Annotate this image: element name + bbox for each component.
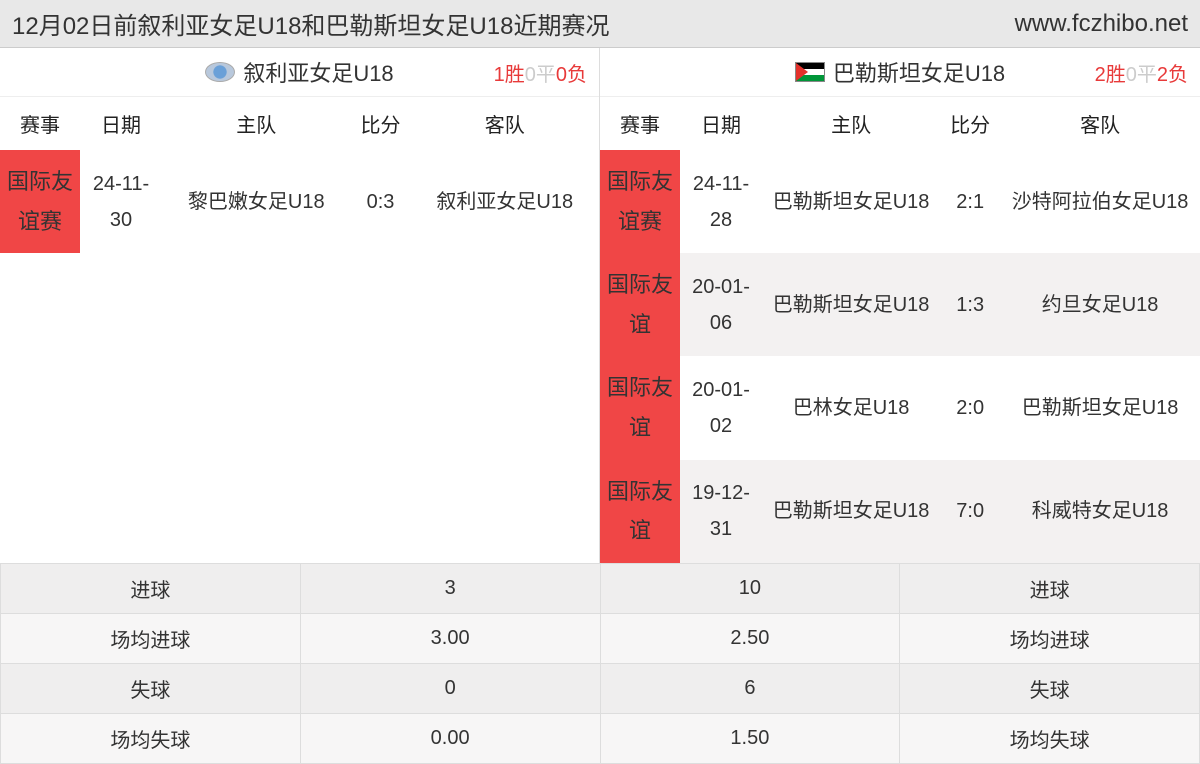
stat-value-left: 3 xyxy=(300,563,600,613)
home-team-cell: 巴勒斯坦女足U18 xyxy=(762,150,940,253)
table-row: 国际友谊赛24-11-30黎巴嫩女足U180:3叙利亚女足U18 xyxy=(0,150,599,253)
right-losses: 2负 xyxy=(1157,64,1188,86)
home-team-cell: 巴林女足U18 xyxy=(762,356,940,459)
table-row: 国际友谊19-12-31巴勒斯坦女足U187:0科威特女足U18 xyxy=(600,460,1200,563)
competition-cell: 国际友谊赛 xyxy=(0,150,80,253)
stat-value-left: 0.00 xyxy=(300,713,600,763)
away-team-cell: 巴勒斯坦女足U18 xyxy=(1000,356,1200,459)
date-cell: 19-12-31 xyxy=(680,460,762,563)
table-row: 国际友谊20-01-02巴林女足U182:0巴勒斯坦女足U18 xyxy=(600,356,1200,459)
stat-value-left: 3.00 xyxy=(300,613,600,663)
left-record: 1胜0平0负 xyxy=(494,58,587,87)
competition-cell: 国际友谊赛 xyxy=(600,150,680,253)
right-draws: 0平 xyxy=(1126,64,1157,86)
col-score: 比分 xyxy=(351,97,411,150)
left-matches-table: 赛事 日期 主队 比分 客队 国际友谊赛24-11-30黎巴嫩女足U180:3叙… xyxy=(0,97,599,253)
stat-label-left: 场均进球 xyxy=(1,613,301,663)
left-panel: 叙利亚女足U18 1胜0平0负 赛事 日期 主队 比分 客队 国际友谊赛24-1… xyxy=(0,48,600,563)
right-record: 2胜0平2负 xyxy=(1095,58,1188,87)
score-cell: 2:1 xyxy=(940,150,1000,253)
right-matches-table: 赛事 日期 主队 比分 客队 国际友谊赛24-11-28巴勒斯坦女足U182:1… xyxy=(600,97,1200,563)
score-cell: 0:3 xyxy=(351,150,411,253)
col-away: 客队 xyxy=(411,97,600,150)
left-draws: 0平 xyxy=(525,64,556,86)
stat-label-right: 场均失球 xyxy=(900,713,1200,763)
stats-row: 场均进球3.002.50场均进球 xyxy=(1,613,1200,663)
right-panel: 巴勒斯坦女足U18 2胜0平2负 赛事 日期 主队 比分 客队 国际友谊赛24-… xyxy=(600,48,1200,563)
left-team-name: 叙利亚女足U18 xyxy=(243,56,393,88)
home-team-cell: 巴勒斯坦女足U18 xyxy=(762,460,940,563)
stat-label-left: 失球 xyxy=(1,663,301,713)
away-team-cell: 科威特女足U18 xyxy=(1000,460,1200,563)
stats-row: 失球06失球 xyxy=(1,663,1200,713)
col-home: 主队 xyxy=(762,97,940,150)
stats-table: 进球310进球场均进球3.002.50场均进球失球06失球场均失球0.001.5… xyxy=(0,563,1200,764)
date-cell: 20-01-06 xyxy=(680,253,762,356)
away-team-cell: 沙特阿拉伯女足U18 xyxy=(1000,150,1200,253)
table-header-row: 赛事 日期 主队 比分 客队 xyxy=(0,97,599,150)
stat-value-right: 1.50 xyxy=(600,713,900,763)
stat-value-right: 6 xyxy=(600,663,900,713)
away-team-cell: 叙利亚女足U18 xyxy=(411,150,600,253)
col-comp: 赛事 xyxy=(600,97,680,150)
stat-label-left: 场均失球 xyxy=(1,713,301,763)
left-losses: 0负 xyxy=(556,64,587,86)
table-row: 国际友谊20-01-06巴勒斯坦女足U181:3约旦女足U18 xyxy=(600,253,1200,356)
stat-value-right: 10 xyxy=(600,563,900,613)
away-team-cell: 约旦女足U18 xyxy=(1000,253,1200,356)
col-score: 比分 xyxy=(940,97,1000,150)
stats-row: 场均失球0.001.50场均失球 xyxy=(1,713,1200,763)
main-content: 叙利亚女足U18 1胜0平0负 赛事 日期 主队 比分 客队 国际友谊赛24-1… xyxy=(0,48,1200,563)
site-url: www.fczhibo.net xyxy=(1015,10,1188,38)
stat-label-right: 失球 xyxy=(900,663,1200,713)
table-row: 国际友谊赛24-11-28巴勒斯坦女足U182:1沙特阿拉伯女足U18 xyxy=(600,150,1200,253)
stats-row: 进球310进球 xyxy=(1,563,1200,613)
col-date: 日期 xyxy=(680,97,762,150)
left-team-header: 叙利亚女足U18 1胜0平0负 xyxy=(0,48,599,97)
date-cell: 24-11-30 xyxy=(80,150,162,253)
left-wins: 1胜 xyxy=(494,64,525,86)
page-title: 12月02日前叙利亚女足U18和巴勒斯坦女足U18近期赛况 xyxy=(12,6,609,41)
stat-value-right: 2.50 xyxy=(600,613,900,663)
table-header-row: 赛事 日期 主队 比分 客队 xyxy=(600,97,1200,150)
stat-value-left: 0 xyxy=(300,663,600,713)
stats-section: 进球310进球场均进球3.002.50场均进球失球06失球场均失球0.001.5… xyxy=(0,563,1200,764)
col-date: 日期 xyxy=(80,97,162,150)
col-home: 主队 xyxy=(162,97,351,150)
score-cell: 1:3 xyxy=(940,253,1000,356)
home-team-cell: 巴勒斯坦女足U18 xyxy=(762,253,940,356)
page-header: 12月02日前叙利亚女足U18和巴勒斯坦女足U18近期赛况 www.fczhib… xyxy=(0,0,1200,48)
date-cell: 20-01-02 xyxy=(680,356,762,459)
score-cell: 7:0 xyxy=(940,460,1000,563)
stat-label-right: 进球 xyxy=(900,563,1200,613)
syria-flag-icon xyxy=(205,62,235,82)
competition-cell: 国际友谊 xyxy=(600,253,680,356)
right-wins: 2胜 xyxy=(1095,64,1126,86)
col-away: 客队 xyxy=(1000,97,1200,150)
score-cell: 2:0 xyxy=(940,356,1000,459)
col-comp: 赛事 xyxy=(0,97,80,150)
competition-cell: 国际友谊 xyxy=(600,460,680,563)
palestine-flag-icon xyxy=(795,62,825,82)
competition-cell: 国际友谊 xyxy=(600,356,680,459)
right-team-name: 巴勒斯坦女足U18 xyxy=(833,56,1005,88)
stat-label-right: 场均进球 xyxy=(900,613,1200,663)
home-team-cell: 黎巴嫩女足U18 xyxy=(162,150,351,253)
date-cell: 24-11-28 xyxy=(680,150,762,253)
stat-label-left: 进球 xyxy=(1,563,301,613)
right-team-header: 巴勒斯坦女足U18 2胜0平2负 xyxy=(600,48,1200,97)
